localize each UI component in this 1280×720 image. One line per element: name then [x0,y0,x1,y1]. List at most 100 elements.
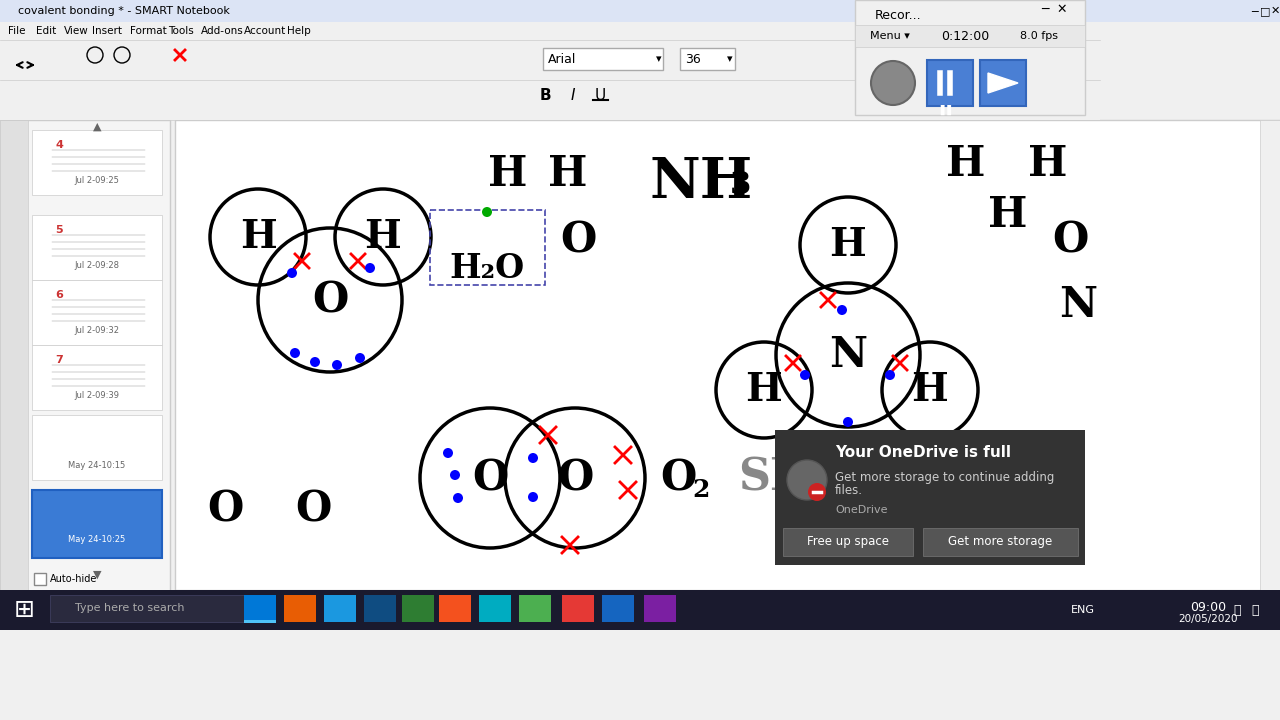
Text: U: U [594,88,605,102]
Text: Get more storage: Get more storage [948,536,1052,549]
Bar [0,590,1280,630]
Text: H: H [1028,143,1068,185]
Text: H: H [239,218,276,256]
Bar [32,280,163,345]
Bar [0,120,28,600]
Bar [175,590,1260,605]
Text: 5: 5 [55,225,63,235]
Text: Help: Help [287,26,311,36]
Circle shape [365,263,375,273]
Circle shape [1005,31,1015,41]
Bar [774,430,1085,565]
Bar [543,48,663,70]
Circle shape [453,493,463,503]
Text: 20/05/2020: 20/05/2020 [1179,614,1238,624]
Text: H: H [365,218,402,256]
Bar [430,210,545,285]
Bar [35,573,46,585]
Bar [32,415,163,480]
Bar [927,60,973,106]
Text: ▼: ▼ [92,570,101,580]
Text: ─: ─ [1252,6,1258,16]
Circle shape [287,268,297,278]
Circle shape [800,370,810,380]
Polygon shape [988,73,1018,93]
Text: H: H [548,153,588,195]
Text: Type here to search: Type here to search [76,603,184,613]
Bar [364,595,396,622]
Text: O: O [207,489,243,531]
Circle shape [844,417,852,427]
Circle shape [837,305,847,315]
Text: ▾: ▾ [727,54,732,64]
Bar [855,0,1085,115]
Text: Edit: Edit [36,26,56,36]
Text: Tools: Tools [168,26,193,36]
Circle shape [483,207,492,217]
Text: Your OneDrive is full: Your OneDrive is full [835,444,1011,459]
Text: H: H [911,371,948,409]
Text: H₂O: H₂O [449,251,525,284]
Bar [32,345,163,410]
Bar [0,120,170,600]
Circle shape [310,357,320,367]
Bar [562,595,594,622]
Text: View: View [64,26,88,36]
Text: Insert: Insert [92,26,122,36]
Text: 4: 4 [55,140,63,150]
Text: ─: ─ [1041,2,1048,16]
Text: OneDrive: OneDrive [835,505,887,515]
Text: 2: 2 [692,478,709,502]
Text: File: File [8,26,26,36]
Bar [0,80,1100,120]
Bar [644,595,676,622]
Text: Jul 2-09:25: Jul 2-09:25 [74,176,119,184]
Text: O: O [557,457,593,499]
Text: N: N [1059,284,1097,326]
Text: Jul 2-09:32: Jul 2-09:32 [74,325,119,335]
Text: 8.0 fps: 8.0 fps [1020,31,1059,41]
Bar [855,25,1085,47]
Bar [32,215,163,280]
Text: ▾: ▾ [655,54,662,64]
Bar [244,620,276,623]
Circle shape [884,370,895,380]
Text: 3: 3 [730,170,751,201]
Bar [980,60,1027,106]
Bar [602,595,634,622]
Text: ENG: ENG [1071,605,1094,615]
Text: ✕: ✕ [1057,2,1068,16]
Bar [783,528,913,556]
Text: 09:00: 09:00 [1190,601,1226,614]
Bar [680,48,735,70]
Bar [439,595,471,622]
Text: □: □ [1260,6,1270,16]
Circle shape [787,460,827,500]
Text: O: O [660,457,696,499]
Text: H: H [988,194,1028,236]
Bar [1260,120,1280,590]
Text: Recor...: Recor... [876,9,922,22]
Text: Account: Account [244,26,287,36]
Bar [923,528,1078,556]
Bar [0,0,1280,22]
Text: Get more storage to continue adding: Get more storage to continue adding [835,470,1055,484]
Text: covalent bonding * - SMART Notebook: covalent bonding * - SMART Notebook [18,6,230,16]
Text: O: O [312,279,348,321]
Bar [518,595,550,622]
Text: O: O [559,219,596,261]
Text: H: H [829,226,867,264]
Text: H: H [946,143,986,185]
Circle shape [527,492,538,502]
Text: 6: 6 [55,290,63,300]
Bar [244,595,276,622]
Circle shape [451,470,460,480]
Text: H: H [488,153,527,195]
Text: ▲: ▲ [92,122,101,132]
Text: SM: SM [739,456,819,500]
Circle shape [808,483,826,501]
Text: May 24-10:25: May 24-10:25 [68,536,125,544]
Text: May 24-10:15: May 24-10:15 [68,461,125,469]
Text: Jul 2-09:39: Jul 2-09:39 [74,390,119,400]
Text: Add-ons: Add-ons [201,26,243,36]
